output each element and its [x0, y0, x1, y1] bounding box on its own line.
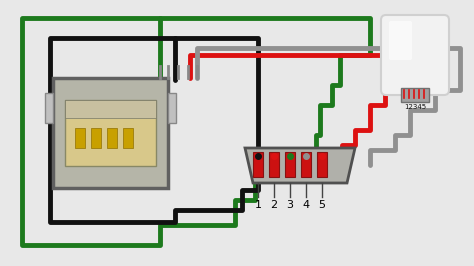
FancyBboxPatch shape	[65, 100, 156, 118]
Text: 2: 2	[271, 200, 278, 210]
Text: 1: 1	[255, 200, 262, 210]
FancyBboxPatch shape	[123, 128, 133, 148]
FancyBboxPatch shape	[285, 152, 295, 177]
FancyBboxPatch shape	[381, 15, 449, 95]
Text: 3: 3	[286, 200, 293, 210]
FancyBboxPatch shape	[253, 152, 263, 177]
FancyBboxPatch shape	[301, 152, 311, 177]
Polygon shape	[245, 148, 355, 183]
Text: 12345: 12345	[404, 104, 426, 110]
FancyBboxPatch shape	[75, 128, 85, 148]
Text: 4: 4	[302, 200, 310, 210]
FancyBboxPatch shape	[401, 88, 429, 102]
FancyBboxPatch shape	[91, 128, 101, 148]
FancyBboxPatch shape	[65, 100, 156, 166]
FancyBboxPatch shape	[389, 21, 412, 60]
FancyBboxPatch shape	[107, 128, 117, 148]
FancyBboxPatch shape	[317, 152, 327, 177]
FancyBboxPatch shape	[45, 93, 53, 123]
Text: 5: 5	[319, 200, 326, 210]
FancyBboxPatch shape	[168, 93, 176, 123]
FancyBboxPatch shape	[269, 152, 279, 177]
FancyBboxPatch shape	[53, 78, 168, 188]
